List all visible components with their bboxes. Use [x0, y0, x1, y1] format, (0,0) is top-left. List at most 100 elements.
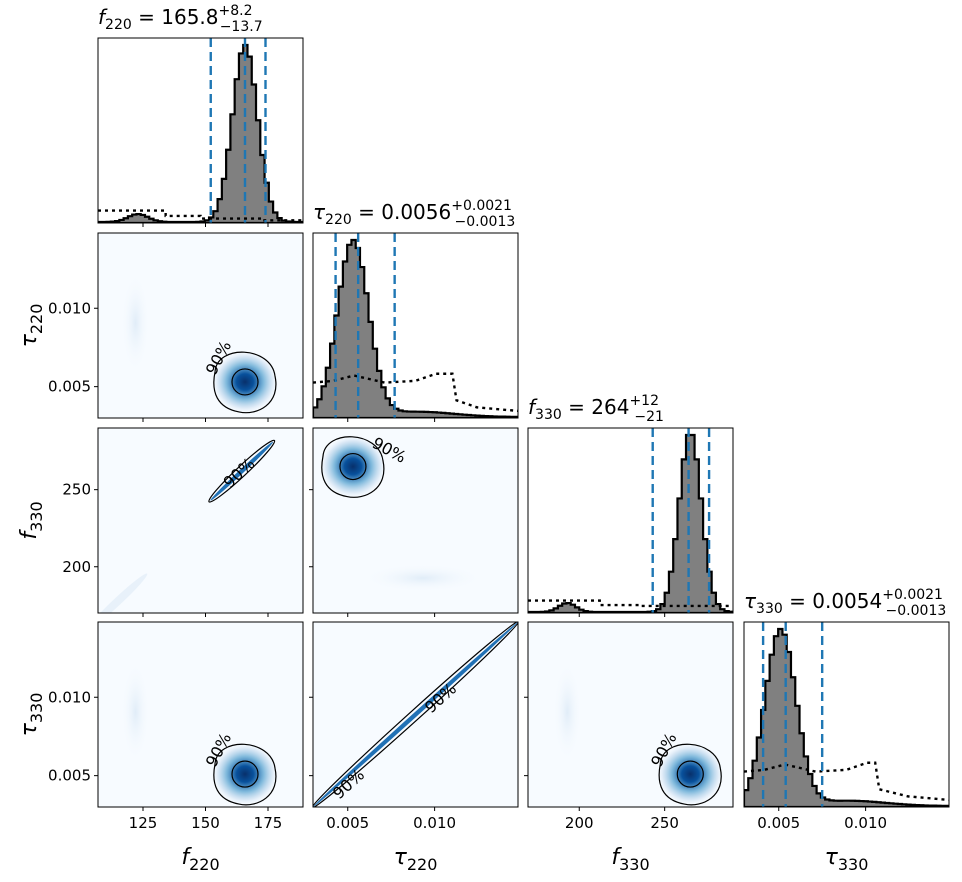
title-f330: f330 = 264+12 −21 — [528, 393, 664, 425]
x-tick-label: 150 — [191, 814, 220, 832]
y-axis-label-tau220: τ220 — [17, 304, 46, 348]
y-tick-label: 0.010 — [48, 299, 91, 317]
panel-frame — [312, 621, 519, 808]
density-faint — [121, 662, 150, 762]
panel-content — [528, 428, 733, 613]
diag-panel-f220 — [97, 37, 304, 227]
panel-frame — [97, 621, 304, 808]
contour-90 — [213, 351, 277, 414]
title-symbol: τ — [744, 589, 757, 613]
panel-content — [98, 38, 303, 223]
panel-content: 90% — [318, 433, 483, 592]
density-faint — [98, 573, 148, 613]
posterior-histogram — [744, 627, 949, 807]
panel-frame — [527, 621, 734, 808]
panel-f220-vs-tau220: 90% 0.005 0.010 — [48, 232, 304, 422]
axis-label-subscript: 220 — [407, 855, 438, 874]
panel-background — [98, 428, 303, 613]
panel-f330-vs-tau330: 90% 200 250 — [524, 621, 734, 832]
title-upper-error: +0.0021 — [882, 587, 943, 603]
axis-label-symbol: τ — [17, 722, 42, 736]
prior-line — [744, 761, 949, 802]
title-lower-error: −0.0013 — [886, 603, 947, 619]
axis-label-symbol: f — [181, 845, 192, 870]
density-blob — [656, 742, 725, 807]
panel-frame — [312, 232, 519, 419]
panel-frame — [527, 427, 734, 614]
panel-content — [744, 622, 949, 807]
title-value: = 264 — [562, 395, 630, 419]
diag-panel-f330 — [527, 427, 734, 617]
title-subscript: 220 — [325, 212, 352, 228]
x-tick-label: 0.005 — [757, 814, 800, 832]
x-axis-label-f330: f330 — [611, 845, 649, 874]
x-tick-label: 0.005 — [326, 814, 369, 832]
y-axis-label-f330: f330 — [17, 501, 46, 539]
posterior-histogram — [98, 43, 303, 223]
axis-label-symbol: f — [611, 845, 622, 870]
x-tick-label: 250 — [650, 814, 679, 832]
panel-content — [313, 233, 518, 418]
density-ridge — [210, 441, 274, 501]
density-blob — [211, 742, 279, 807]
title-symbol: τ — [313, 200, 326, 224]
title-symbol: f — [98, 5, 108, 29]
contour-90 — [208, 439, 276, 503]
title-tau220: τ220 = 0.0056+0.0021 −0.0013 — [313, 198, 515, 230]
panel-content: 90% — [553, 662, 725, 807]
panel-content: 90% — [121, 662, 279, 807]
axis-label-subscript: 330 — [27, 501, 46, 532]
prior-line — [528, 599, 733, 608]
y-tick-label: 0.010 — [48, 688, 91, 706]
panel-frame — [97, 232, 304, 419]
axis-label-symbol: τ — [825, 845, 839, 870]
x-tick-label: 200 — [565, 814, 594, 832]
posterior-histogram — [528, 433, 733, 613]
x-tick-label: 0.010 — [413, 814, 456, 832]
contour-90 — [658, 743, 722, 806]
x-tick-label: 0.010 — [844, 814, 887, 832]
title-value: = 0.0054 — [783, 589, 882, 613]
title-subscript: 330 — [756, 601, 783, 617]
axis-label-subscript: 220 — [27, 304, 46, 335]
title-upper-error: +8.2 — [219, 3, 253, 19]
density-blob — [211, 349, 279, 414]
title-lower-error: −21 — [634, 409, 664, 425]
axis-label-subscript: 220 — [189, 855, 220, 874]
x-tick-label: 125 — [129, 814, 158, 832]
title-upper-error: +12 — [629, 393, 659, 409]
density-blob — [318, 434, 387, 499]
y-tick-label: 0.005 — [48, 767, 91, 785]
title-lower-error: −0.0013 — [455, 214, 516, 230]
title-lower-error: −13.7 — [220, 19, 263, 35]
panel-f220-vs-tau330: 90% 125 150 175 0.005 0.010 — [48, 621, 304, 832]
density-faint — [363, 564, 483, 592]
y-tick-label: 0.005 — [48, 378, 91, 396]
panel-tau220-vs-f330: 90% — [309, 427, 519, 617]
title-value: = 0.0056 — [352, 200, 451, 224]
x-tick-label: 175 — [254, 814, 283, 832]
y-axis-label-tau330: τ330 — [17, 693, 46, 737]
contour-inner — [231, 368, 259, 396]
title-upper-error: +0.0021 — [451, 198, 512, 214]
posterior-histogram — [313, 238, 518, 418]
contour-90 — [321, 436, 385, 498]
title-tau330: τ330 = 0.0054+0.0021 −0.0013 — [744, 587, 946, 619]
panel-content: 90% — [121, 273, 279, 414]
title-value: = 165.8 — [132, 5, 219, 29]
contour-90 — [313, 622, 518, 807]
panel-frame — [743, 621, 950, 808]
contour-inner — [231, 760, 259, 788]
panel-frame — [97, 427, 304, 614]
panel-tau220-vs-tau330: 90%90%0.005 0.010 — [309, 621, 519, 832]
contour-90 — [213, 743, 277, 806]
y-tick-label: 200 — [62, 558, 91, 576]
axis-label-subscript: 330 — [27, 693, 46, 724]
panel-frame — [97, 37, 304, 224]
diag-panel-tau220 — [312, 232, 519, 422]
x-axis-label-tau220: τ220 — [394, 845, 438, 874]
title-f220: f220 = 165.8+8.2 −13.7 — [98, 3, 263, 35]
prior-line — [313, 372, 518, 413]
